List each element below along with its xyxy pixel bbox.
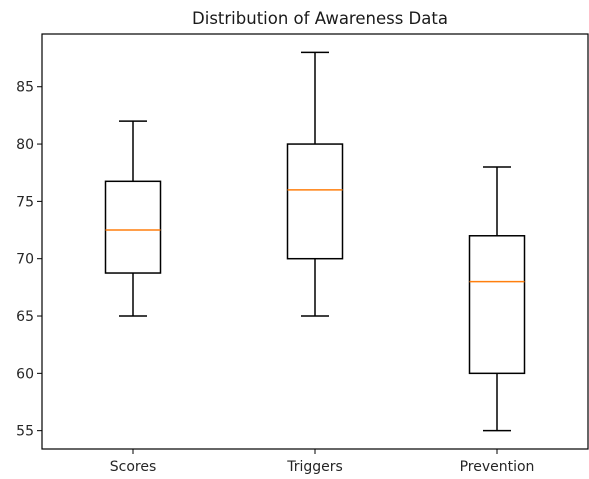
- x-tick-label: Scores: [110, 459, 157, 475]
- plot-frame: [41, 33, 589, 450]
- y-tick-label: 60: [16, 366, 34, 382]
- iqr-box: [468, 235, 526, 375]
- y-tick-label: 55: [16, 424, 34, 440]
- iqr-box: [104, 180, 162, 274]
- chart-title: Distribution of Awareness Data: [192, 9, 448, 28]
- iqr-box: [286, 143, 344, 260]
- box-prevention: [468, 166, 526, 432]
- y-tick-label: 65: [16, 309, 34, 325]
- boxes: [104, 51, 526, 432]
- y-tick-label: 80: [16, 137, 34, 153]
- box-triggers: [286, 51, 344, 317]
- x-tick-label: Prevention: [460, 459, 535, 475]
- x-axis: Scores Triggers Prevention: [110, 449, 535, 475]
- y-axis: 55 60 65 70 75 80 85: [16, 80, 42, 440]
- x-tick-label: Triggers: [286, 459, 343, 475]
- y-tick-label: 85: [16, 80, 34, 96]
- box-scores: [104, 120, 162, 317]
- y-tick-label: 70: [16, 252, 34, 268]
- y-tick-label: 75: [16, 194, 34, 210]
